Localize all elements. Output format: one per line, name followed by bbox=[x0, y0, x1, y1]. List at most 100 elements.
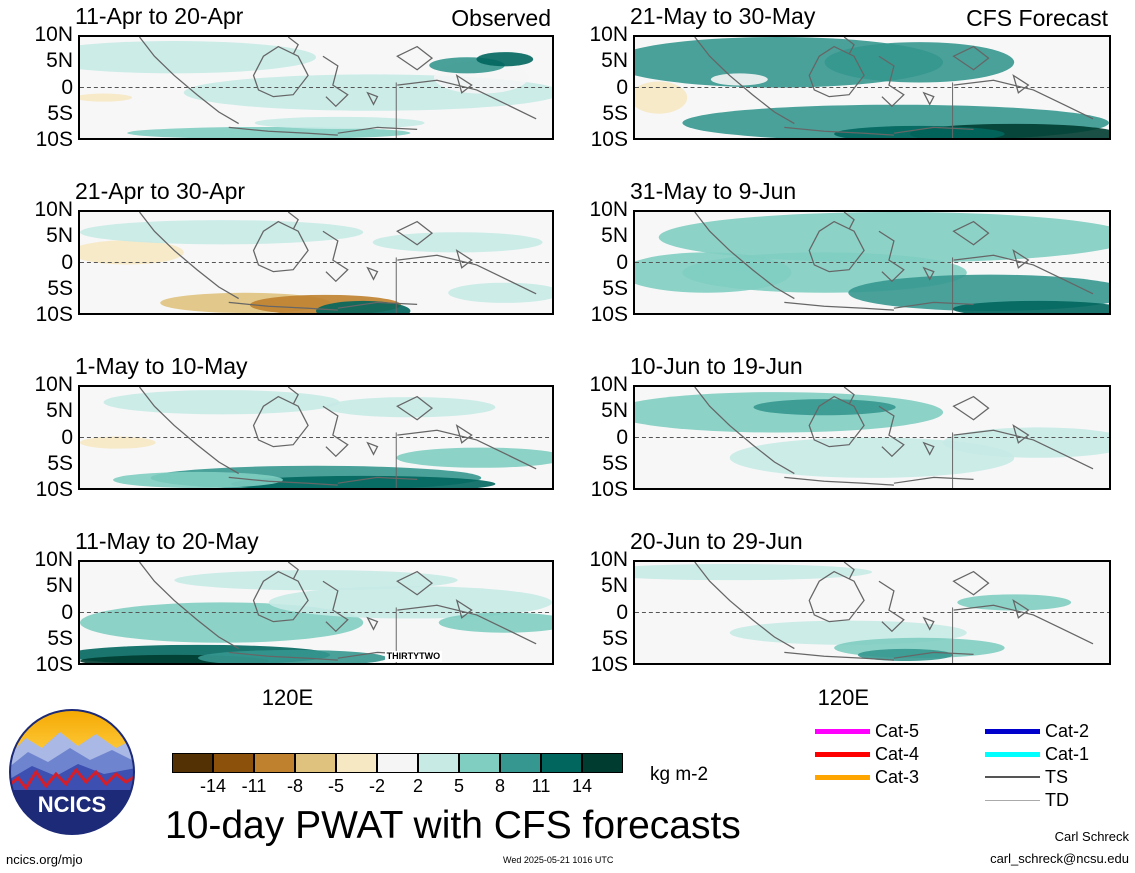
panel-4-lat-label: 0 bbox=[61, 600, 73, 624]
panel-1-title: 11-Apr to 20-Apr bbox=[75, 3, 244, 29]
panel-6-field bbox=[635, 212, 1109, 313]
panel-7-map bbox=[633, 385, 1111, 490]
legend-swatch-cat-5 bbox=[815, 728, 870, 734]
panel-3-anomaly-region bbox=[113, 471, 283, 488]
panel-2-lat-label: 10S bbox=[35, 303, 73, 326]
panel-6-anomaly-region bbox=[658, 212, 1109, 263]
panel-1-map bbox=[78, 35, 554, 140]
panel-8-lat-label: 0 bbox=[616, 600, 628, 624]
panel-3-shading bbox=[80, 390, 552, 488]
colorbar-swatch bbox=[541, 753, 582, 773]
legend-swatch-ts bbox=[985, 776, 1040, 778]
panel-4-lat-label: 5N bbox=[46, 574, 73, 598]
panel-4-storm-label: THIRTYTWO bbox=[384, 651, 443, 662]
legend-label-ts: TS bbox=[1045, 767, 1069, 787]
ncics-logo: NCICS bbox=[8, 708, 136, 836]
footer-timestamp: Wed 2025-05-21 1016 UTC bbox=[503, 855, 614, 865]
legend-swatch-cat-2 bbox=[985, 728, 1040, 734]
colorbar-swatch bbox=[500, 753, 541, 773]
panel-1-anomaly-region bbox=[476, 52, 534, 67]
panel-4-lat-label: 10S bbox=[35, 653, 73, 676]
panel-2-field bbox=[80, 212, 552, 313]
main-title: 10-day PWAT with CFS forecasts bbox=[165, 804, 741, 847]
panel-4-title: 11-May to 20-May bbox=[75, 528, 259, 554]
legend-label-cat-2: Cat-2 bbox=[1045, 721, 1090, 741]
panel-3-anomaly-region bbox=[396, 447, 552, 468]
colorbar-swatch bbox=[418, 753, 459, 773]
lon-label-forecast: 120E bbox=[817, 685, 869, 710]
colorbar-swatch bbox=[254, 753, 295, 773]
colorbar-swatch bbox=[172, 753, 213, 773]
panel-5-lat-label: 10N bbox=[589, 23, 628, 46]
panel-8-coastline bbox=[694, 562, 1094, 661]
legend-label-cat-3: Cat-3 bbox=[875, 767, 920, 787]
panel-2-title: 21-Apr to 30-Apr bbox=[75, 178, 246, 204]
colorbar-tick-label: -5 bbox=[327, 776, 344, 796]
panel-6-shading bbox=[635, 212, 1109, 313]
author-name: Carl Schreck bbox=[1054, 829, 1129, 844]
legend-label-cat-4: Cat-4 bbox=[875, 744, 920, 764]
panel-5-anomaly-region bbox=[824, 42, 1015, 83]
observed-label: Observed bbox=[451, 5, 551, 31]
panel-1-anomaly-region bbox=[127, 126, 411, 138]
panel-2-anomaly-region bbox=[80, 240, 184, 265]
panel-7-lat-label: 5S bbox=[602, 451, 628, 475]
panel-1-anomaly-region bbox=[254, 116, 425, 129]
legend-swatch-cat-4 bbox=[815, 751, 870, 757]
panel-5-lat-label: 5S bbox=[602, 101, 628, 125]
panel-2-lat-label: 5N bbox=[46, 224, 73, 248]
panel-2-lat-label: 10N bbox=[34, 198, 73, 221]
panel-3-map bbox=[78, 385, 554, 490]
panel-4-lat-label: 10N bbox=[34, 548, 73, 571]
panel-2-coastline bbox=[138, 212, 537, 311]
panel-1-field bbox=[80, 37, 552, 138]
panel-4-coastline bbox=[138, 562, 537, 661]
panel-8-lat-label: 5N bbox=[601, 574, 628, 598]
panel-6-lat-label: 10S bbox=[590, 303, 628, 326]
panel-4-map: THIRTYTWO bbox=[78, 560, 554, 665]
colorbar-swatch bbox=[336, 753, 377, 773]
panel-5-shading bbox=[635, 37, 1109, 138]
panel-8-lat-label: 10N bbox=[589, 548, 628, 571]
panel-2-anomaly-region bbox=[448, 282, 552, 303]
panel-2-lat-label: 5S bbox=[47, 276, 73, 300]
panel-4-anomaly-region bbox=[268, 586, 552, 619]
panel-5-coastline bbox=[694, 37, 1094, 136]
panel-1-lat-label: 0 bbox=[61, 75, 73, 99]
panel-1-shading bbox=[80, 41, 552, 138]
panel-2-shading bbox=[80, 220, 552, 313]
legend-label-cat-1: Cat-1 bbox=[1045, 744, 1090, 764]
panel-5-title: 21-May to 30-May bbox=[630, 3, 816, 29]
panel-7-field bbox=[635, 387, 1109, 488]
panel-6-lat-label: 5N bbox=[601, 224, 628, 248]
legend-label-td: TD bbox=[1045, 790, 1069, 810]
footer-url: ncics.org/mjo bbox=[6, 852, 83, 867]
panel-3-lat-label: 0 bbox=[61, 425, 73, 449]
panel-7-shading bbox=[635, 392, 1109, 478]
panel-2-anomaly-region bbox=[80, 220, 364, 245]
panel-8-lat-label: 10S bbox=[590, 653, 628, 676]
panel-4-anomaly-region bbox=[198, 649, 387, 663]
legend-swatch-cat-1 bbox=[985, 751, 1040, 757]
colorbar-swatch bbox=[582, 753, 623, 773]
panel-3-lat-label: 10S bbox=[35, 478, 73, 501]
colorbar-tick-label: 8 bbox=[494, 776, 505, 796]
panel-7-anomaly-region bbox=[753, 399, 896, 416]
panel-2-map bbox=[78, 210, 554, 315]
panel-5-field bbox=[635, 37, 1109, 138]
colorbar-swatch bbox=[459, 753, 500, 773]
panel-3-field bbox=[80, 387, 552, 488]
panel-8-lat-label: 5S bbox=[602, 626, 628, 650]
panel-1-anomaly-region bbox=[80, 41, 316, 74]
logo-text: NCICS bbox=[38, 792, 106, 817]
colorbar-tick-label: -8 bbox=[286, 776, 303, 796]
panel-4-anomaly-region bbox=[174, 570, 458, 591]
panel-8-title: 20-Jun to 29-Jun bbox=[630, 528, 803, 554]
panel-6-anomaly-region bbox=[952, 300, 1109, 313]
panel-3-anomaly-region bbox=[325, 397, 496, 418]
panel-4-anomaly-region bbox=[438, 612, 552, 633]
panel-7-title: 10-Jun to 19-Jun bbox=[630, 353, 803, 379]
panel-6-lat-label: 0 bbox=[616, 250, 628, 274]
colorbar-tick-label: 11 bbox=[531, 776, 551, 796]
colorbar-units: kg m-2 bbox=[650, 764, 709, 785]
